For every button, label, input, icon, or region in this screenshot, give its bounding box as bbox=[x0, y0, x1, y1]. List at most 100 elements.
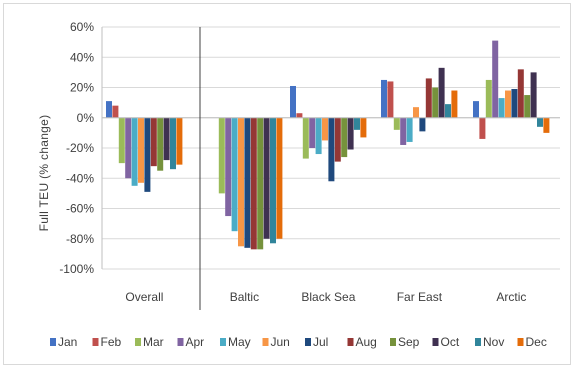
bar-aug-arctic bbox=[517, 69, 524, 118]
bar-jan-overall bbox=[106, 101, 112, 118]
bar-dec-baltic bbox=[276, 117, 283, 239]
bar-apr-arctic bbox=[492, 40, 499, 118]
legend-label-nov: Nov bbox=[483, 335, 504, 349]
bar-nov-black-sea bbox=[354, 117, 360, 130]
category-labels: Overall Baltic Black Sea Far East Arctic bbox=[125, 290, 526, 304]
bar-apr-black-sea bbox=[309, 117, 316, 148]
category-label: Baltic bbox=[230, 290, 259, 304]
y-tick-label: -20% bbox=[66, 141, 94, 155]
legend-label-may: May bbox=[228, 335, 251, 349]
category-label: Black Sea bbox=[301, 290, 355, 304]
bar-aug-black-sea bbox=[334, 117, 341, 162]
bar-oct-black-sea bbox=[347, 117, 354, 150]
legend-label-apr: Apr bbox=[186, 335, 205, 349]
bar-jul-overall bbox=[144, 117, 151, 192]
bar-sep-black-sea bbox=[341, 117, 348, 158]
legend-label-jan: Jan bbox=[58, 335, 77, 349]
y-tick-label: -40% bbox=[66, 171, 94, 185]
y-tick-label: -100% bbox=[59, 262, 94, 276]
legend-swatch-aug bbox=[347, 338, 354, 346]
bar-mar-black-sea bbox=[302, 117, 309, 159]
bar-oct-baltic bbox=[263, 117, 270, 239]
legend-label-jul: Jul bbox=[313, 335, 328, 349]
y-tick-label: 60% bbox=[70, 20, 94, 34]
category-label: Overall bbox=[125, 290, 163, 304]
bar-may-baltic bbox=[231, 117, 238, 232]
bar-aug-overall bbox=[150, 117, 157, 167]
bar-jan-far-east bbox=[381, 79, 387, 118]
legend-swatch-feb bbox=[92, 338, 99, 346]
legend-swatch-may bbox=[220, 338, 226, 346]
bar-dec-far-east bbox=[451, 90, 458, 118]
bar-oct-overall bbox=[163, 117, 170, 161]
bar-mar-arctic bbox=[485, 79, 492, 118]
legend-label-aug: Aug bbox=[356, 335, 377, 349]
bar-aug-far-east bbox=[425, 78, 432, 118]
bar-mar-far-east bbox=[393, 117, 400, 130]
bar-sep-arctic bbox=[524, 95, 531, 118]
bar-jun-far-east bbox=[413, 107, 419, 118]
legend-label-mar: Mar bbox=[143, 335, 164, 349]
bar-jan-arctic bbox=[473, 101, 479, 118]
bar-apr-overall bbox=[125, 117, 132, 179]
y-tick-labels: 60% 40% 20% 0% -20% -40% -60% -80% -100% bbox=[59, 20, 94, 276]
bar-jun-overall bbox=[138, 117, 144, 183]
bar-feb-arctic bbox=[479, 117, 486, 139]
bar-feb-overall bbox=[112, 105, 119, 118]
legend-swatch-jan bbox=[50, 338, 56, 346]
bar-jun-arctic bbox=[505, 90, 511, 118]
legend-swatch-jul bbox=[305, 338, 311, 346]
legend-swatch-oct bbox=[432, 338, 439, 346]
chart-frame bbox=[3, 3, 571, 365]
bar-nov-far-east bbox=[445, 104, 451, 118]
legend-swatch-jun bbox=[262, 338, 269, 346]
legend-label-oct: Oct bbox=[441, 335, 460, 349]
bar-may-overall bbox=[131, 117, 138, 186]
bar-jul-arctic bbox=[511, 89, 518, 118]
bar-mar-overall bbox=[118, 117, 125, 164]
y-axis-title: Full TEU (% change) bbox=[37, 115, 51, 232]
bar-aug-baltic bbox=[250, 117, 257, 250]
legend-label-sep: Sep bbox=[398, 335, 420, 349]
axes bbox=[101, 27, 560, 310]
bar-apr-baltic bbox=[225, 117, 232, 217]
bar-may-far-east bbox=[406, 117, 413, 142]
bar-may-arctic bbox=[498, 98, 505, 118]
category-label: Far East bbox=[397, 290, 443, 304]
bar-jun-baltic bbox=[238, 117, 244, 247]
bar-jul-black-sea bbox=[328, 117, 335, 182]
bar-nov-baltic bbox=[270, 117, 276, 244]
bar-feb-black-sea bbox=[296, 113, 303, 118]
bar-oct-arctic bbox=[530, 72, 537, 118]
y-tick-label: -80% bbox=[66, 232, 94, 246]
bar-jan-black-sea bbox=[290, 85, 296, 118]
bar-apr-far-east bbox=[400, 117, 407, 145]
bar-nov-overall bbox=[170, 117, 176, 170]
legend-label-jun: Jun bbox=[271, 335, 290, 349]
legend-label-dec: Dec bbox=[526, 335, 547, 349]
legend-swatch-sep bbox=[390, 338, 396, 346]
legend-label-feb: Feb bbox=[101, 335, 122, 349]
bar-dec-arctic bbox=[543, 117, 550, 133]
bar-dec-black-sea bbox=[360, 117, 367, 138]
y-tick-label: 0% bbox=[77, 111, 95, 125]
y-tick-label: 40% bbox=[70, 50, 94, 64]
legend-swatch-nov bbox=[475, 338, 481, 346]
bar-sep-overall bbox=[157, 117, 164, 171]
category-label: Arctic bbox=[496, 290, 526, 304]
bar-nov-arctic bbox=[537, 117, 543, 127]
bar-sep-baltic bbox=[257, 117, 264, 250]
bar-sep-far-east bbox=[432, 87, 439, 118]
bar-jul-baltic bbox=[244, 117, 251, 248]
bar-jul-far-east bbox=[419, 117, 426, 132]
y-tick-label: 20% bbox=[70, 81, 94, 95]
legend-swatch-apr bbox=[177, 338, 184, 346]
bar-feb-far-east bbox=[387, 81, 394, 118]
bar-oct-far-east bbox=[438, 67, 445, 118]
legend-swatch-dec bbox=[517, 338, 524, 346]
bar-jun-black-sea bbox=[322, 117, 328, 141]
y-tick-label: -60% bbox=[66, 202, 94, 216]
bars bbox=[106, 40, 550, 250]
bar-may-black-sea bbox=[315, 117, 322, 155]
